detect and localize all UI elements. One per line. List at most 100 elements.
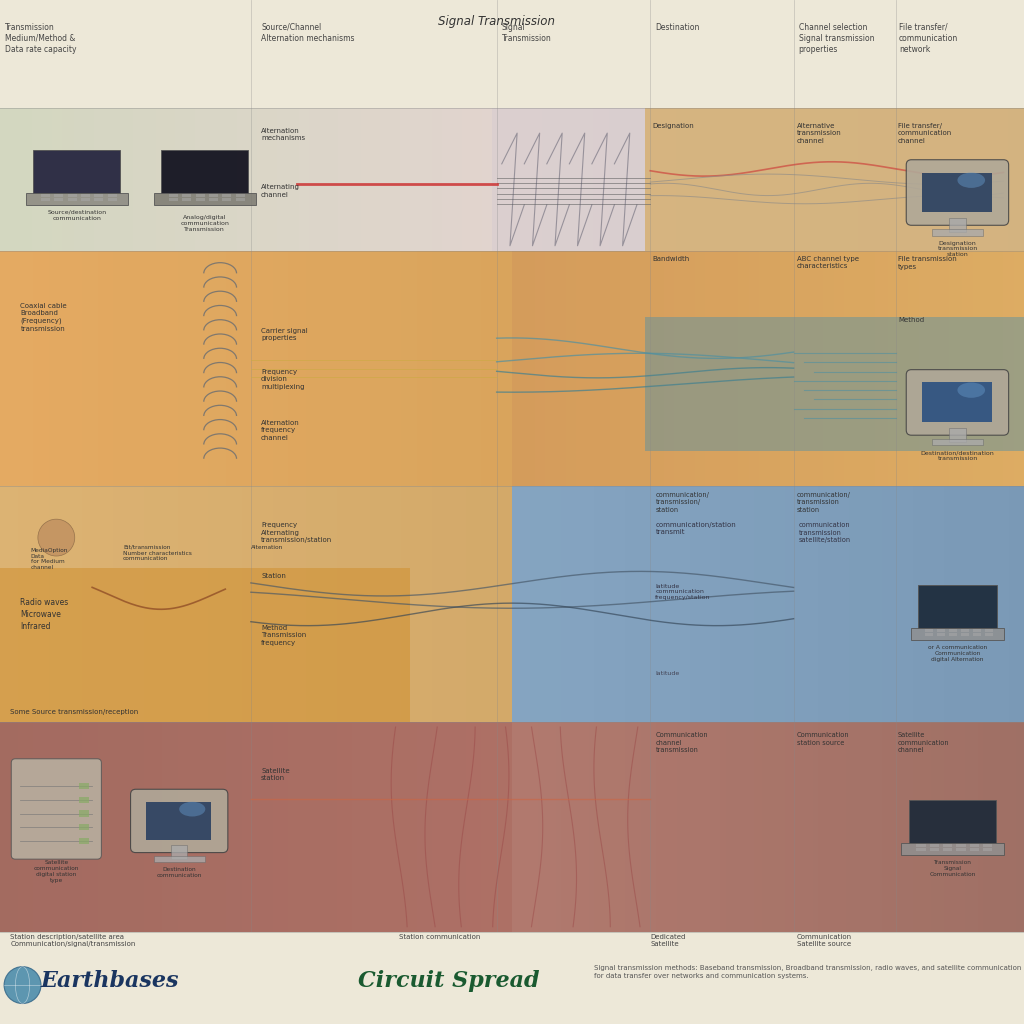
Bar <box>621 722 623 932</box>
Text: Channel selection
Signal transmission
properties: Channel selection Signal transmission pr… <box>799 23 874 53</box>
Bar <box>810 108 813 251</box>
Bar <box>504 486 507 722</box>
Bar <box>1006 486 1009 722</box>
Bar <box>229 722 231 932</box>
Bar <box>648 486 651 722</box>
Bar <box>486 251 488 486</box>
Bar <box>165 486 167 722</box>
Bar <box>322 486 325 722</box>
Bar <box>345 722 347 932</box>
Bar <box>937 633 945 636</box>
Circle shape <box>38 519 75 556</box>
Bar <box>906 108 909 251</box>
Bar <box>412 251 415 486</box>
Bar <box>885 486 888 722</box>
Bar <box>999 108 1002 251</box>
Bar <box>721 722 723 932</box>
Bar <box>17 108 19 251</box>
Bar <box>417 486 420 722</box>
Bar <box>880 722 883 932</box>
Bar <box>456 486 458 722</box>
Bar <box>684 251 687 486</box>
Bar <box>762 722 764 932</box>
Bar <box>866 108 868 251</box>
Bar <box>614 108 617 251</box>
Bar <box>931 108 933 251</box>
Bar <box>435 251 437 486</box>
Bar <box>126 486 129 722</box>
Bar <box>983 722 985 932</box>
Bar <box>752 486 754 722</box>
Bar <box>908 722 910 932</box>
Text: Transmission
Signal
Communication: Transmission Signal Communication <box>929 860 976 877</box>
Bar <box>662 722 664 932</box>
Bar <box>407 251 409 486</box>
Bar <box>988 486 990 722</box>
Bar <box>214 251 216 486</box>
Bar <box>222 108 224 251</box>
Bar <box>484 108 486 251</box>
Bar <box>222 195 231 197</box>
Ellipse shape <box>179 802 205 816</box>
Bar <box>777 251 779 486</box>
Bar <box>366 722 368 932</box>
Bar <box>952 486 954 722</box>
Bar <box>314 722 316 932</box>
Bar <box>815 486 818 722</box>
Bar <box>8 722 10 932</box>
Bar <box>242 251 245 486</box>
Bar <box>762 251 764 486</box>
Bar <box>713 486 715 722</box>
Bar <box>440 722 442 932</box>
Ellipse shape <box>957 383 985 397</box>
Text: Dedicated
Satellite: Dedicated Satellite <box>650 934 686 947</box>
Bar <box>77 251 80 486</box>
Bar <box>705 251 708 486</box>
Bar <box>59 486 61 722</box>
Bar <box>651 486 653 722</box>
Bar <box>234 251 237 486</box>
Bar <box>556 722 558 932</box>
Bar <box>815 251 818 486</box>
Bar <box>679 722 682 932</box>
Bar <box>648 251 651 486</box>
Bar <box>65 722 67 932</box>
Bar <box>561 722 563 932</box>
Bar <box>486 722 488 932</box>
Bar <box>957 108 959 251</box>
Bar <box>784 486 787 722</box>
Bar <box>959 251 963 486</box>
Bar <box>502 722 504 932</box>
Bar <box>592 722 594 932</box>
Bar <box>477 108 479 251</box>
Bar <box>172 486 175 722</box>
Bar <box>810 251 813 486</box>
Bar <box>874 722 878 932</box>
Bar <box>837 486 839 722</box>
Bar <box>15 486 18 722</box>
Bar <box>14 108 17 251</box>
Bar <box>252 722 255 932</box>
Bar <box>689 722 692 932</box>
Bar <box>67 486 70 722</box>
Bar <box>584 486 587 722</box>
Bar <box>182 195 191 197</box>
Bar <box>337 722 340 932</box>
Text: Satellite
communication
channel: Satellite communication channel <box>898 732 949 754</box>
Bar <box>757 108 759 251</box>
Bar <box>173 108 175 251</box>
Bar <box>322 722 325 932</box>
Bar <box>956 845 966 847</box>
Bar <box>551 251 553 486</box>
Bar <box>103 251 105 486</box>
Bar <box>885 251 888 486</box>
Bar <box>0 0 1024 108</box>
Bar <box>985 633 993 636</box>
Bar <box>862 486 864 722</box>
Bar <box>774 251 777 486</box>
Bar <box>227 108 229 251</box>
Bar <box>998 486 1000 722</box>
Bar <box>229 251 231 486</box>
Bar <box>51 486 54 722</box>
Bar <box>36 722 39 932</box>
